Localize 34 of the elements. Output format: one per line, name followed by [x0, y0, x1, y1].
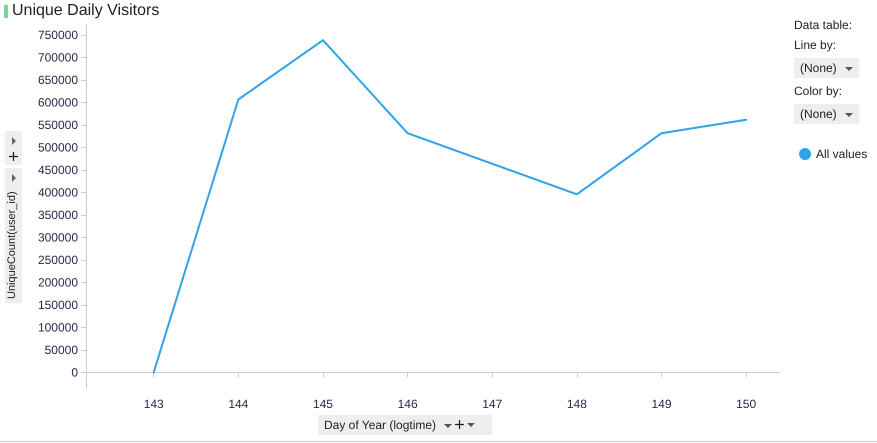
y-tick-label: 0: [71, 365, 78, 380]
y-tick-label: 450000: [38, 163, 78, 178]
y-tick-label: 150000: [38, 298, 78, 312]
x-tick-label: 145: [312, 397, 334, 411]
x-tick-label: 149: [651, 397, 672, 411]
y-tick-label: 700000: [38, 50, 78, 65]
x-axis-title: Day of Year (logtime): [324, 418, 436, 432]
y-tick-label: 200000: [38, 275, 78, 290]
y-tick-label: 300000: [38, 230, 78, 244]
text: (None): [800, 61, 837, 75]
x-tick-label: 148: [566, 397, 588, 411]
y-axis-title: UniqueCount(user_id): [6, 191, 18, 299]
legend-label: All values: [816, 147, 868, 161]
y-tick-label: 350000: [38, 208, 78, 222]
text: Data table:: [794, 18, 852, 32]
x-tick-label: 144: [228, 397, 249, 411]
text: Color by:: [794, 84, 842, 98]
y-tick-label: 400000: [38, 186, 78, 200]
y-tick-label: 550000: [38, 118, 78, 132]
y-tick-label: 250000: [38, 252, 78, 267]
text: Line by:: [794, 38, 836, 52]
x-tick-label: 150: [736, 397, 756, 411]
y-tick-label: 600000: [38, 96, 78, 110]
x-tick-label: 146: [398, 397, 418, 411]
x-tick-label: 143: [144, 397, 164, 411]
y-tick-label: 100000: [38, 320, 78, 334]
line-series: [152, 39, 748, 374]
chart-title: Unique Daily Visitors: [12, 2, 160, 20]
y-tick-label: 750000: [38, 28, 78, 42]
y-tick-label: 500000: [38, 140, 78, 155]
y-tick-label: 650000: [38, 73, 78, 88]
text: (None): [800, 107, 837, 121]
y-tick-label: 50000: [44, 342, 78, 357]
x-tick-label: 147: [482, 397, 503, 411]
